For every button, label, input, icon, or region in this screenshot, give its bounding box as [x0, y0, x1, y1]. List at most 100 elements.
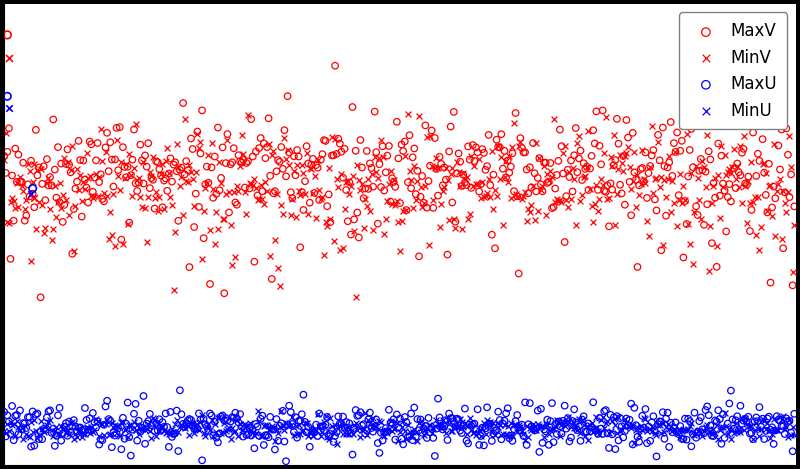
MinV — [432, 164, 445, 172]
MaxU — [38, 425, 50, 433]
MaxU — [109, 432, 122, 439]
MaxU — [740, 418, 753, 425]
MinU — [22, 432, 34, 440]
MinU — [143, 427, 156, 435]
MaxU — [31, 410, 44, 417]
MinU — [196, 411, 209, 418]
MinV — [492, 142, 505, 150]
MinU — [573, 416, 586, 423]
MinV — [631, 171, 644, 178]
MinU — [510, 429, 523, 436]
MinV — [783, 133, 796, 140]
MinU — [94, 420, 107, 427]
MinV — [306, 189, 319, 197]
MinV — [346, 173, 359, 180]
MaxU — [174, 386, 186, 394]
MaxV — [693, 167, 706, 174]
MaxU — [525, 423, 538, 430]
MaxV — [210, 190, 222, 198]
MaxV — [234, 158, 246, 165]
MaxU — [509, 417, 522, 425]
MaxU — [47, 425, 60, 432]
MinU — [379, 426, 392, 433]
MaxV — [193, 203, 206, 211]
MaxV — [698, 221, 710, 228]
MaxV — [725, 197, 738, 205]
MaxV — [166, 178, 178, 185]
MaxU — [130, 437, 143, 444]
MaxV — [601, 182, 614, 189]
MinU — [675, 427, 688, 435]
MinV — [224, 221, 237, 229]
MaxV — [146, 176, 159, 183]
MinU — [699, 424, 712, 431]
MinV — [642, 232, 655, 240]
MaxU — [498, 417, 511, 424]
MinV — [615, 159, 628, 166]
MaxV — [227, 144, 240, 152]
MinU — [90, 415, 102, 423]
MaxV — [666, 172, 678, 180]
MaxV — [563, 173, 576, 181]
MinV — [31, 166, 44, 174]
MaxU — [699, 406, 712, 414]
MaxU — [102, 416, 115, 423]
MaxV — [154, 172, 167, 179]
MaxV — [125, 171, 138, 179]
MaxV — [633, 182, 646, 189]
MaxU — [286, 420, 298, 428]
MinU — [691, 427, 704, 435]
MinV — [387, 176, 400, 183]
MinV — [49, 182, 62, 190]
MaxU — [458, 405, 471, 412]
MaxV — [387, 178, 400, 186]
MinU — [93, 432, 106, 439]
MinV — [143, 168, 156, 175]
MinV — [522, 205, 534, 213]
MaxU — [362, 416, 374, 423]
MaxU — [243, 424, 256, 432]
MaxV — [509, 109, 522, 117]
MaxU — [596, 430, 609, 438]
MaxV — [500, 174, 513, 182]
MinU — [662, 425, 675, 432]
MaxU — [678, 415, 691, 423]
MinU — [140, 425, 153, 433]
MaxV — [392, 155, 405, 162]
MinU — [169, 421, 182, 428]
MinU — [72, 428, 85, 436]
MaxV — [360, 147, 373, 155]
MinV — [1, 219, 14, 226]
MinV — [194, 138, 207, 145]
MaxV — [686, 164, 699, 171]
MinV — [715, 142, 728, 150]
MinV — [355, 181, 368, 188]
MinV — [672, 196, 685, 204]
MaxV — [222, 209, 235, 216]
MaxU — [44, 407, 57, 414]
MinU — [748, 426, 761, 434]
MinU — [674, 433, 686, 441]
MaxV — [142, 139, 154, 147]
MaxV — [438, 164, 450, 171]
MinU — [290, 430, 303, 438]
MaxU — [406, 436, 419, 444]
MinV — [620, 150, 633, 157]
MaxV — [216, 144, 229, 151]
MinU — [110, 423, 123, 430]
MinV — [680, 130, 693, 138]
MinU — [234, 420, 246, 427]
MaxU — [389, 436, 402, 443]
MaxU — [208, 418, 221, 425]
MaxV — [761, 209, 774, 216]
MinV — [701, 131, 714, 139]
MinU — [434, 424, 447, 431]
MaxV — [366, 183, 379, 190]
MinV — [175, 174, 188, 181]
MaxV — [505, 163, 518, 170]
MinV — [50, 213, 63, 221]
MinV — [421, 133, 434, 141]
MinV — [405, 176, 418, 183]
MaxV — [682, 173, 694, 180]
MaxV — [450, 170, 463, 177]
